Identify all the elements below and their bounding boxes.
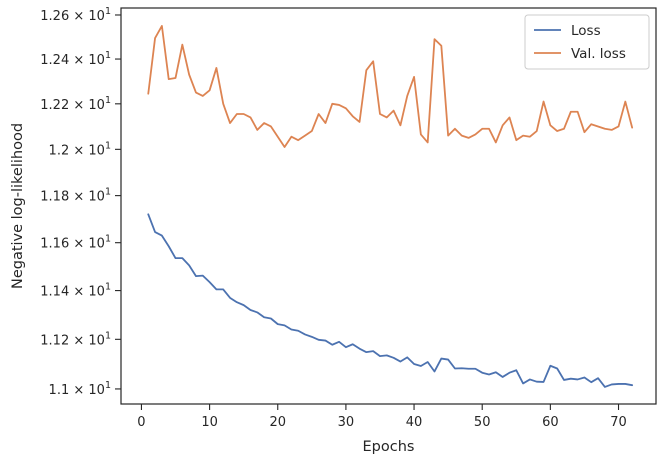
x-tick-label: 20 bbox=[269, 415, 286, 430]
plot-frame bbox=[120, 7, 657, 405]
y-tick-label: 1.18 × 101 bbox=[40, 187, 111, 205]
legend-label: Val. loss bbox=[571, 46, 626, 62]
y-axis-ticks: 1.1 × 101 1.12 × 101 1.14 × 101 1.16 × 101 1… bbox=[40, 6, 121, 398]
x-tick-label: 0 bbox=[137, 415, 145, 430]
x-tick-label: 10 bbox=[201, 415, 218, 430]
y-tick-label: 1.14 × 101 bbox=[40, 282, 111, 300]
y-axis-label: Negative log-likelihood bbox=[10, 123, 26, 289]
plot-area bbox=[147, 25, 634, 388]
series-line-loss bbox=[147, 213, 634, 388]
y-tick-label: 1.26 × 101 bbox=[40, 6, 111, 24]
series-line-val-loss bbox=[147, 25, 634, 148]
x-tick-label: 60 bbox=[542, 415, 559, 430]
x-tick-label: 40 bbox=[406, 415, 423, 430]
y-tick-label: 1.1 × 101 bbox=[49, 380, 111, 398]
x-axis-ticks: 0 10 20 30 40 50 60 70 bbox=[137, 404, 627, 430]
legend: Loss Val. loss bbox=[524, 14, 650, 70]
y-tick-label: 1.2 × 101 bbox=[49, 140, 111, 158]
x-tick-label: 50 bbox=[474, 415, 491, 430]
y-tick-label: 1.12 × 101 bbox=[40, 330, 111, 348]
legend-box bbox=[524, 14, 650, 70]
x-tick-label: 30 bbox=[338, 415, 355, 430]
y-tick-label: 1.24 × 101 bbox=[40, 50, 111, 68]
y-tick-label: 1.16 × 101 bbox=[40, 234, 111, 252]
x-axis-label: Epochs bbox=[363, 439, 415, 455]
legend-label: Loss bbox=[571, 23, 601, 39]
x-tick-label: 70 bbox=[610, 415, 627, 430]
y-tick-label: 1.22 × 101 bbox=[40, 95, 111, 113]
